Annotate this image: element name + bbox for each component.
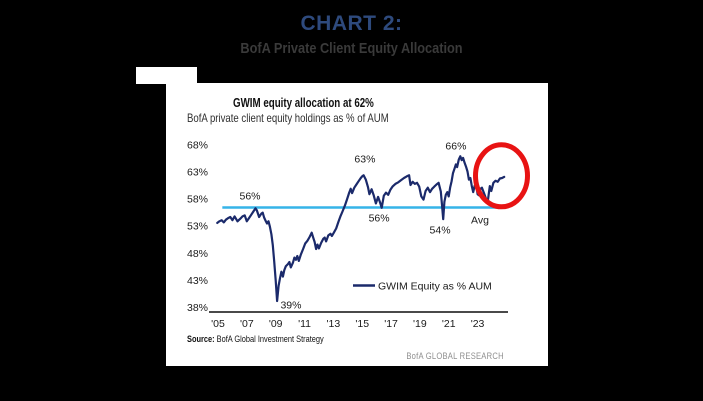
chart-panel: GWIM equity allocation at 62% BofA priva…: [166, 83, 548, 366]
source-label: Source:: [187, 334, 215, 345]
source-text: BofA Global Investment Strategy: [214, 334, 324, 345]
chart-subtitle: BofA private client equity holdings as %…: [187, 111, 389, 125]
chart-title: GWIM equity allocation at 62%: [233, 96, 374, 110]
white-patch-decoration: [136, 67, 197, 84]
brand-footer: BofA GLOBAL RESEARCH: [406, 351, 504, 362]
page-title: CHART 2:: [300, 12, 403, 35]
page-subtitle: BofA Private Client Equity Allocation: [240, 40, 463, 57]
source-line: Source: BofA Global Investment Strategy: [187, 334, 324, 345]
